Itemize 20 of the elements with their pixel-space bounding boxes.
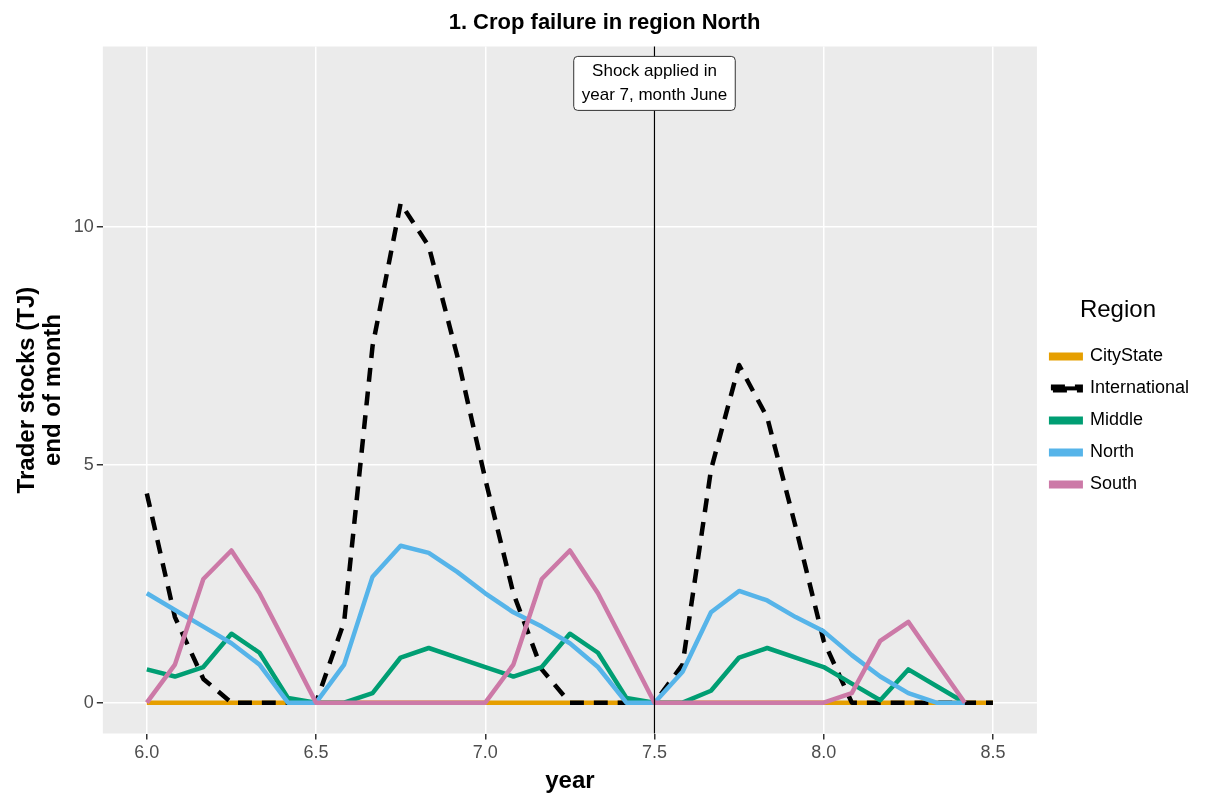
x-tick-label: 8.0 (811, 742, 837, 763)
y-tick-label: 0 (83, 691, 94, 712)
x-tick-label: 6.5 (303, 742, 329, 763)
x-tick-label: 6.0 (134, 742, 160, 763)
x-axis-title: year (545, 766, 595, 794)
legend-label: North (1089, 441, 1134, 462)
legend-label: Middle (1089, 409, 1143, 430)
legend-label: International (1089, 377, 1190, 398)
x-tick-label: 7.0 (472, 742, 498, 763)
legend-label: South (1089, 473, 1137, 494)
chart-title: 1. Crop failure in region North (448, 9, 761, 35)
ref-line-label: Shock applied in year 7, month June (581, 61, 728, 105)
y-tick-label: 10 (73, 216, 94, 237)
x-tick-label: 8.5 (980, 742, 1006, 763)
legend-label: CityState (1089, 345, 1163, 366)
y-axis-title: Trader stocks (TJ) end of month (11, 286, 66, 494)
x-tick-label: 7.5 (641, 742, 667, 763)
line-series (144, 201, 996, 705)
y-tick-label: 5 (83, 453, 94, 474)
legend-title: Region (1079, 295, 1156, 323)
